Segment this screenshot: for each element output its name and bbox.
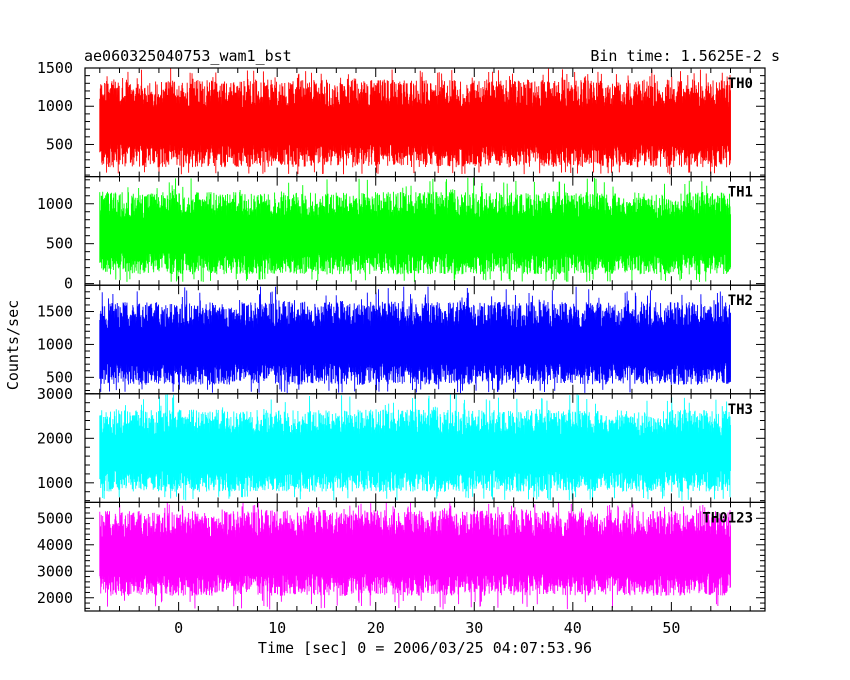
panel-th1: TH1 0 500 1000 [37,176,766,293]
x-axis-label: Time [sec] 0 = 2006/03/25 04:07:53.96 [258,639,592,657]
x-tick-label: 50 [662,619,680,637]
y-axis-label: Counts/sec [4,300,22,390]
y-tick-label: 500 [46,135,73,153]
y-tick-label: 500 [46,368,73,386]
bin-time-label: Bin time: 1.5625E-2 s [590,47,780,65]
y-tick-label: 1000 [37,335,73,353]
x-tick-label: 0 [174,619,183,637]
y-tick-label: 1500 [37,59,73,77]
x-tick-label: 40 [564,619,582,637]
panel-name-label: TH0123 [702,510,753,526]
y-tick-label: 1000 [37,474,73,492]
y-tick-label: 2000 [37,589,73,607]
y-tick-label: 1000 [37,97,73,115]
panel-th2: TH2 500 1000 1500 [37,284,766,395]
x-tick-label: 10 [268,619,286,637]
y-tick-label: 4000 [37,536,73,554]
x-tick-label: 20 [367,619,385,637]
y-tick-label: 3000 [37,385,73,403]
series-th0 [99,68,731,175]
chart-title: ae060325040753_wam1_bst [84,47,292,65]
series-th2 [99,286,731,394]
panel-th0123: TH0123 2000 3000 4000 5000 [37,501,766,612]
panel-th3: TH3 1000 2000 3000 [37,385,766,503]
y-tick-label: 500 [46,235,73,253]
x-tick-label: 30 [465,619,483,637]
y-tick-label: 0 [64,275,73,293]
panel-name-label: TH1 [728,185,753,201]
panel-frame [84,501,766,612]
y-tick-label: 3000 [37,562,73,580]
y-tick-label: 1000 [37,195,73,213]
panel-name-label: TH3 [728,402,753,418]
series-th0123 [99,502,731,610]
y-tick-label: 1500 [37,303,73,321]
series-th3 [99,394,731,501]
series-th1 [99,177,731,283]
panel-th0: TH0 500 1000 1500 [37,59,766,178]
panels-group: TH050010001500TH105001000TH250010001500T… [37,59,766,637]
panel-name-label: TH2 [728,293,753,309]
y-tick-label: 2000 [37,429,73,447]
panel-name-label: TH0 [728,76,753,92]
y-tick-label: 5000 [37,509,73,527]
